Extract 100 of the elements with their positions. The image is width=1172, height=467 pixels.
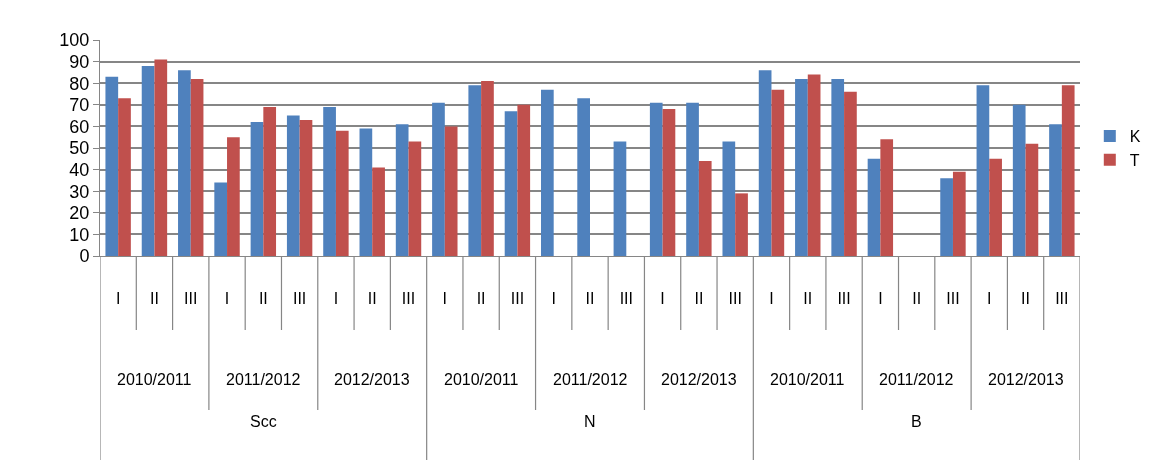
bar [214, 182, 228, 256]
bar [649, 102, 663, 256]
bar [1025, 143, 1039, 256]
bar [698, 160, 712, 256]
bar [577, 98, 590, 256]
bar [372, 167, 385, 256]
bar [722, 141, 736, 256]
text: 2012/2013 [988, 371, 1064, 388]
bar [323, 106, 336, 256]
bar [263, 106, 277, 256]
bar [395, 124, 409, 256]
bar [432, 102, 445, 256]
y-tick-label: 60 [69, 116, 90, 137]
bar [940, 178, 953, 256]
x-tick-label: I [442, 290, 448, 308]
x-tick-label: I [769, 290, 774, 308]
bar [468, 85, 482, 256]
bar [227, 137, 240, 256]
x-tick-label: III [837, 290, 851, 308]
bar [1012, 104, 1026, 256]
bar [662, 109, 676, 256]
x-tick-label: I [987, 290, 992, 308]
bar [807, 74, 821, 256]
y-tick-label: 80 [69, 73, 90, 94]
bar [758, 70, 772, 256]
bar [517, 104, 531, 256]
x-tick-label: II [258, 290, 268, 308]
x-tick-label: III [1055, 290, 1069, 308]
bar [952, 171, 966, 256]
x-tick-label: II [585, 290, 595, 308]
legend-label: K [1129, 128, 1141, 146]
x-tick-label: II [803, 290, 813, 308]
text: 2012/2013 [334, 371, 410, 388]
text: 2011/2012 [879, 371, 954, 388]
x-tick-label: I [224, 290, 230, 308]
text: N [584, 413, 596, 430]
text: 2010/2011 [117, 371, 192, 388]
bar [178, 70, 191, 256]
bar [1049, 124, 1062, 256]
bar [250, 122, 264, 256]
y-tick-label: 90 [69, 51, 90, 72]
x-tick-label: I [333, 290, 339, 308]
text: 2011/2012 [553, 371, 628, 388]
x-tick-label: II [1021, 290, 1031, 308]
x-tick-label: I [660, 290, 665, 308]
bar [481, 81, 494, 256]
bar [771, 89, 785, 256]
y-tick-label: 0 [79, 246, 90, 267]
y-tick-label: 30 [69, 181, 90, 202]
bar [190, 78, 204, 256]
x-tick-label: I [878, 290, 883, 308]
x-tick-label: I [115, 290, 121, 308]
y-tick-label: 70 [69, 95, 90, 116]
text: Scc [250, 413, 277, 430]
y-tick-label: 100 [59, 30, 90, 51]
bar [976, 85, 990, 256]
bar [335, 130, 349, 256]
y-tick-label: 20 [69, 203, 90, 224]
bar [880, 139, 894, 256]
x-tick-label: III [619, 290, 633, 308]
bar [1061, 85, 1075, 256]
x-tick-label: III [510, 290, 525, 308]
bar [105, 76, 119, 256]
x-tick-label: II [912, 290, 922, 308]
y-tick-label: 10 [69, 224, 90, 245]
bar [286, 115, 300, 256]
y-tick-label: 40 [69, 159, 90, 180]
bar [141, 65, 155, 256]
y-tick-label: 50 [69, 138, 90, 159]
text: 2011/2012 [226, 371, 301, 388]
bar [844, 91, 857, 256]
text: 2010/2011 [770, 371, 845, 388]
bar [154, 59, 168, 256]
x-tick-label: I [551, 290, 556, 308]
bar [989, 158, 1002, 256]
bar [735, 193, 748, 256]
x-tick-label: III [401, 290, 416, 308]
x-tick-label: III [728, 290, 742, 308]
bar [299, 119, 313, 256]
x-tick-label: III [292, 290, 307, 308]
bar [408, 141, 422, 256]
x-tick-label: II [476, 290, 486, 308]
bar [118, 98, 131, 256]
text: 2010/2011 [444, 371, 519, 388]
text: B [911, 413, 922, 430]
x-tick-label: III [184, 290, 198, 308]
legend-label: T [1129, 151, 1140, 169]
bar [444, 126, 458, 256]
x-tick-label: II [367, 290, 377, 308]
x-tick-label: II [694, 290, 704, 308]
bar [359, 128, 373, 256]
bar [831, 78, 845, 256]
text: 2012/2013 [661, 371, 737, 388]
bar [867, 158, 881, 256]
x-tick-label: II [149, 290, 159, 308]
bar [686, 102, 699, 256]
bar [795, 78, 808, 256]
bar [504, 111, 518, 256]
bar [541, 89, 554, 256]
x-tick-label: III [946, 290, 960, 308]
